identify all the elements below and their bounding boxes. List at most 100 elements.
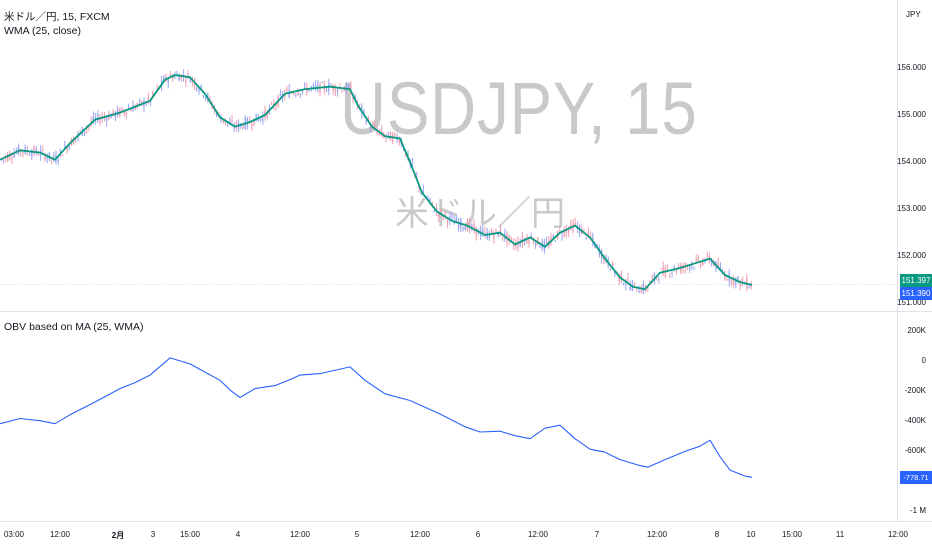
candle-body: [264, 110, 266, 118]
candle-body: [563, 228, 565, 236]
main-legend-symbol[interactable]: 米ドル／円, 15, FXCM: [4, 11, 110, 23]
candle-body: [266, 110, 268, 118]
time-tick-label: 10: [746, 530, 756, 539]
obv-legend[interactable]: OBV based on MA (25, WMA): [4, 321, 144, 333]
candle-body: [310, 86, 312, 88]
candle-body: [614, 271, 616, 274]
candle-body: [46, 157, 48, 159]
candle-body: [259, 117, 262, 120]
candle-body: [11, 157, 13, 159]
candle-body: [222, 120, 224, 122]
candle-body: [209, 97, 211, 100]
wma-line: [0, 74, 753, 291]
candle-body: [429, 198, 431, 202]
candle-body: [596, 244, 598, 246]
candle-body: [697, 257, 700, 261]
candle-body: [251, 124, 253, 127]
candle-body: [37, 154, 40, 156]
candle-body: [152, 92, 154, 96]
candle-body: [519, 243, 521, 246]
candle-body: [462, 227, 464, 229]
last-wma-badge: 151.390: [900, 286, 932, 300]
candle-body: [180, 74, 183, 81]
candle-body: [242, 125, 244, 129]
candle-body: [693, 267, 695, 268]
candle-body: [196, 87, 198, 90]
price-tick-label: 153.000: [897, 204, 926, 214]
candle-body: [444, 212, 447, 216]
price-tick-label: 155.000: [897, 109, 926, 119]
main-legend-wma[interactable]: WMA (25, close): [4, 25, 82, 37]
candle-body: [633, 282, 636, 284]
obv-tick-label: 0: [921, 355, 926, 365]
candle-body: [552, 236, 554, 238]
candle-body: [218, 112, 220, 114]
candle-body: [292, 93, 295, 95]
candle-body: [512, 243, 515, 246]
candle-body: [464, 226, 466, 231]
candle-body: [365, 119, 367, 123]
candle-body: [508, 234, 510, 241]
candle-body: [200, 85, 202, 90]
candle-body: [336, 89, 339, 92]
candle-body: [554, 241, 557, 242]
candle-body: [57, 159, 59, 162]
candle-body: [627, 278, 629, 281]
candle-body: [636, 290, 638, 292]
time-tick-label: 12:00: [409, 530, 431, 539]
candle-body: [193, 81, 196, 87]
candle-body: [724, 274, 726, 280]
candle-body: [314, 85, 317, 88]
candle-body: [457, 222, 460, 229]
candle-body: [732, 278, 735, 284]
candle-body: [255, 113, 257, 122]
time-tick-label: 2月: [111, 531, 125, 540]
obv-tick-label: -200K: [904, 385, 926, 395]
time-tick-label: 12:00: [49, 530, 71, 539]
time-tick-label: 12:00: [887, 530, 909, 539]
obv-tick-label: -400K: [904, 415, 926, 425]
candle-body: [651, 277, 653, 280]
candle-body: [550, 236, 552, 243]
candle-body: [695, 258, 697, 261]
candle-body: [398, 140, 400, 144]
candle-body: [484, 231, 486, 233]
candle-body: [699, 262, 702, 266]
time-tick-label: 7: [594, 530, 600, 539]
candle-body: [559, 230, 561, 232]
candle-body: [299, 93, 301, 95]
candle-body: [438, 213, 440, 218]
candle-body: [231, 120, 233, 122]
candle-body: [653, 274, 656, 281]
candle-body: [220, 118, 222, 123]
candle-body: [297, 92, 299, 95]
candle-body: [433, 210, 436, 212]
candle-body: [592, 236, 594, 241]
candle-body: [704, 261, 706, 263]
candle-body: [64, 145, 66, 149]
candle-body: [321, 82, 323, 84]
candle-body: [660, 268, 662, 270]
candle-body: [587, 231, 590, 235]
time-tick-label: 3: [150, 530, 156, 539]
candle-body: [79, 131, 81, 133]
candle-body: [501, 236, 504, 238]
candle-body: [730, 277, 733, 283]
candle-body: [165, 75, 167, 81]
candle-body: [48, 152, 51, 160]
time-tick-label: 5: [354, 530, 360, 539]
time-tick-label: 03:00: [3, 530, 25, 539]
candle-body: [537, 237, 539, 245]
candle-body: [449, 216, 451, 220]
candle-body: [312, 84, 315, 87]
candle-body: [334, 85, 337, 93]
candle-body: [726, 279, 728, 281]
candle-body: [317, 83, 319, 89]
time-tick-label: 11: [835, 530, 845, 539]
candle-body: [358, 104, 361, 106]
candle-body: [739, 280, 741, 287]
candle-body: [53, 155, 55, 160]
candle-body: [719, 267, 722, 268]
